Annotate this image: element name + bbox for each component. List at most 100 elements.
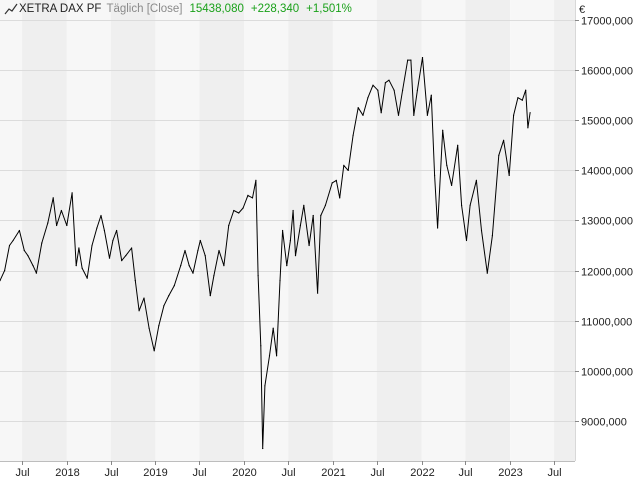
data-point [503, 139, 505, 141]
background-band [554, 0, 575, 461]
data-point [47, 222, 49, 224]
y-tick-label: 9000,000 [581, 417, 627, 429]
data-point [264, 385, 266, 387]
horizontal-gridlines [0, 20, 575, 422]
y-tick-label: 13000,000 [581, 216, 633, 228]
y-tick-label: 15000,000 [581, 116, 633, 128]
data-point [268, 355, 271, 357]
data-point [416, 89, 418, 91]
data-point [52, 197, 54, 199]
data-point [388, 79, 390, 81]
x-tick-label: Jul [370, 467, 384, 479]
data-point [317, 292, 319, 294]
data-point [0, 280, 1, 282]
data-point [491, 234, 493, 237]
data-point [279, 280, 281, 282]
data-point [180, 265, 182, 267]
background-band [155, 0, 200, 461]
data-point [303, 204, 305, 206]
data-point [158, 325, 160, 327]
data-point [451, 184, 453, 186]
x-tick-label: Jul [15, 467, 29, 479]
data-point [184, 249, 186, 252]
data-point [437, 227, 439, 229]
data-point [410, 59, 412, 61]
data-point [413, 114, 415, 116]
y-tick-label: 10000,000 [581, 367, 633, 379]
data-point [213, 275, 215, 277]
data-point [335, 179, 337, 181]
data-point [233, 209, 235, 212]
line-chart-icon [4, 3, 18, 15]
data-point [66, 224, 68, 227]
y-tick-label: 12000,000 [581, 267, 633, 279]
data-point [521, 99, 523, 101]
data-point [91, 244, 93, 247]
data-point [75, 265, 77, 267]
data-point [138, 310, 140, 312]
data-point [27, 255, 29, 257]
data-point [153, 350, 155, 352]
background-band [244, 0, 289, 461]
data-point [188, 265, 190, 267]
x-tick-label: 2019 [143, 467, 167, 479]
data-point [434, 174, 436, 176]
data-point [209, 295, 211, 297]
data-point [238, 212, 240, 214]
data-point [308, 244, 310, 247]
x-tick-label: 2021 [321, 467, 345, 479]
data-point [173, 285, 175, 287]
data-point [100, 214, 102, 217]
data-point [255, 179, 257, 181]
y-axis-ticks: 9000,000 10000,000 11000,000 12000,000 13000… [575, 16, 633, 429]
data-point [508, 174, 510, 176]
data-point [292, 209, 294, 212]
x-tick-label: 2023 [498, 467, 522, 479]
background-band [199, 0, 245, 461]
data-point [339, 197, 341, 199]
background-band [288, 0, 333, 461]
data-point [32, 265, 34, 267]
data-point [276, 355, 278, 357]
background-band [0, 0, 23, 461]
series-layer [0, 57, 531, 450]
data-point [41, 242, 43, 244]
data-point [286, 265, 288, 267]
data-point [121, 260, 123, 262]
data-point [469, 204, 471, 206]
data-point [148, 327, 150, 329]
data-point [299, 224, 301, 227]
data-point [461, 204, 463, 206]
x-tick-label: 2018 [55, 467, 79, 479]
data-point [289, 239, 291, 242]
x-tick-label: Jul [458, 467, 472, 479]
data-point [446, 164, 448, 166]
price-change-percent: +1,501% [306, 3, 352, 15]
data-point [8, 244, 11, 247]
data-point [367, 97, 369, 99]
data-point [357, 107, 359, 109]
y-tick-label: 16000,000 [581, 66, 633, 78]
background-band [22, 0, 67, 461]
data-point [168, 295, 170, 297]
data-point [192, 272, 194, 274]
data-point [272, 327, 274, 329]
data-point [134, 280, 136, 282]
instrument-title: XETRA DAX PF [19, 3, 102, 15]
data-point [347, 169, 349, 171]
data-point [108, 257, 111, 259]
data-point [331, 182, 333, 184]
data-point [525, 89, 527, 91]
background-band [465, 0, 511, 461]
data-point [23, 249, 25, 252]
data-point [197, 249, 199, 252]
background-band [332, 0, 377, 461]
data-point [78, 247, 80, 249]
data-point [529, 112, 531, 114]
data-point [343, 164, 345, 166]
data-point [103, 229, 105, 232]
data-point [430, 94, 432, 96]
data-point [163, 305, 165, 307]
data-point [393, 89, 395, 91]
data-point [384, 82, 386, 84]
